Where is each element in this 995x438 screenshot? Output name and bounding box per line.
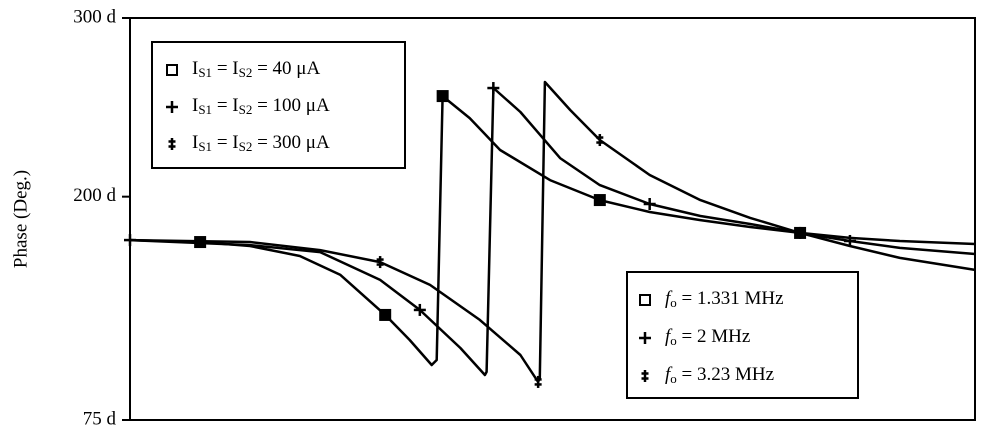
legend-label: IS1 = IS2 = 300 μA: [192, 132, 330, 154]
legend-label: fo = 3.23 MHz: [665, 364, 774, 386]
y-tick-label: 300 d: [73, 6, 116, 27]
legend-label: IS1 = IS2 = 40 μA: [192, 58, 320, 80]
marker: [796, 226, 804, 239]
plot-frame: [129, 17, 976, 421]
marker: [643, 197, 656, 210]
marker: [593, 194, 606, 207]
marker: [379, 308, 392, 321]
marker: [166, 101, 178, 113]
marker: [487, 82, 500, 95]
marker: [376, 256, 384, 269]
marker: [641, 370, 649, 382]
legend-box: [151, 41, 406, 169]
legend-label: fo = 2 MHz: [665, 326, 750, 348]
marker: [168, 138, 176, 150]
marker: [413, 303, 426, 316]
marker: [596, 134, 604, 147]
y-axis-label: Phase (Deg.): [10, 170, 31, 268]
marker: [534, 375, 542, 388]
marker: [436, 90, 449, 103]
marker: [639, 294, 651, 306]
legend-box: [626, 271, 859, 399]
marker: [639, 332, 651, 344]
y-tick-label: 200 d: [73, 185, 116, 206]
y-tick-label: 75 d: [83, 408, 117, 429]
marker: [166, 64, 178, 76]
legend-label: IS1 = IS2 = 100 μA: [192, 95, 330, 117]
legend-label: fo = 1.331 MHz: [665, 288, 784, 310]
